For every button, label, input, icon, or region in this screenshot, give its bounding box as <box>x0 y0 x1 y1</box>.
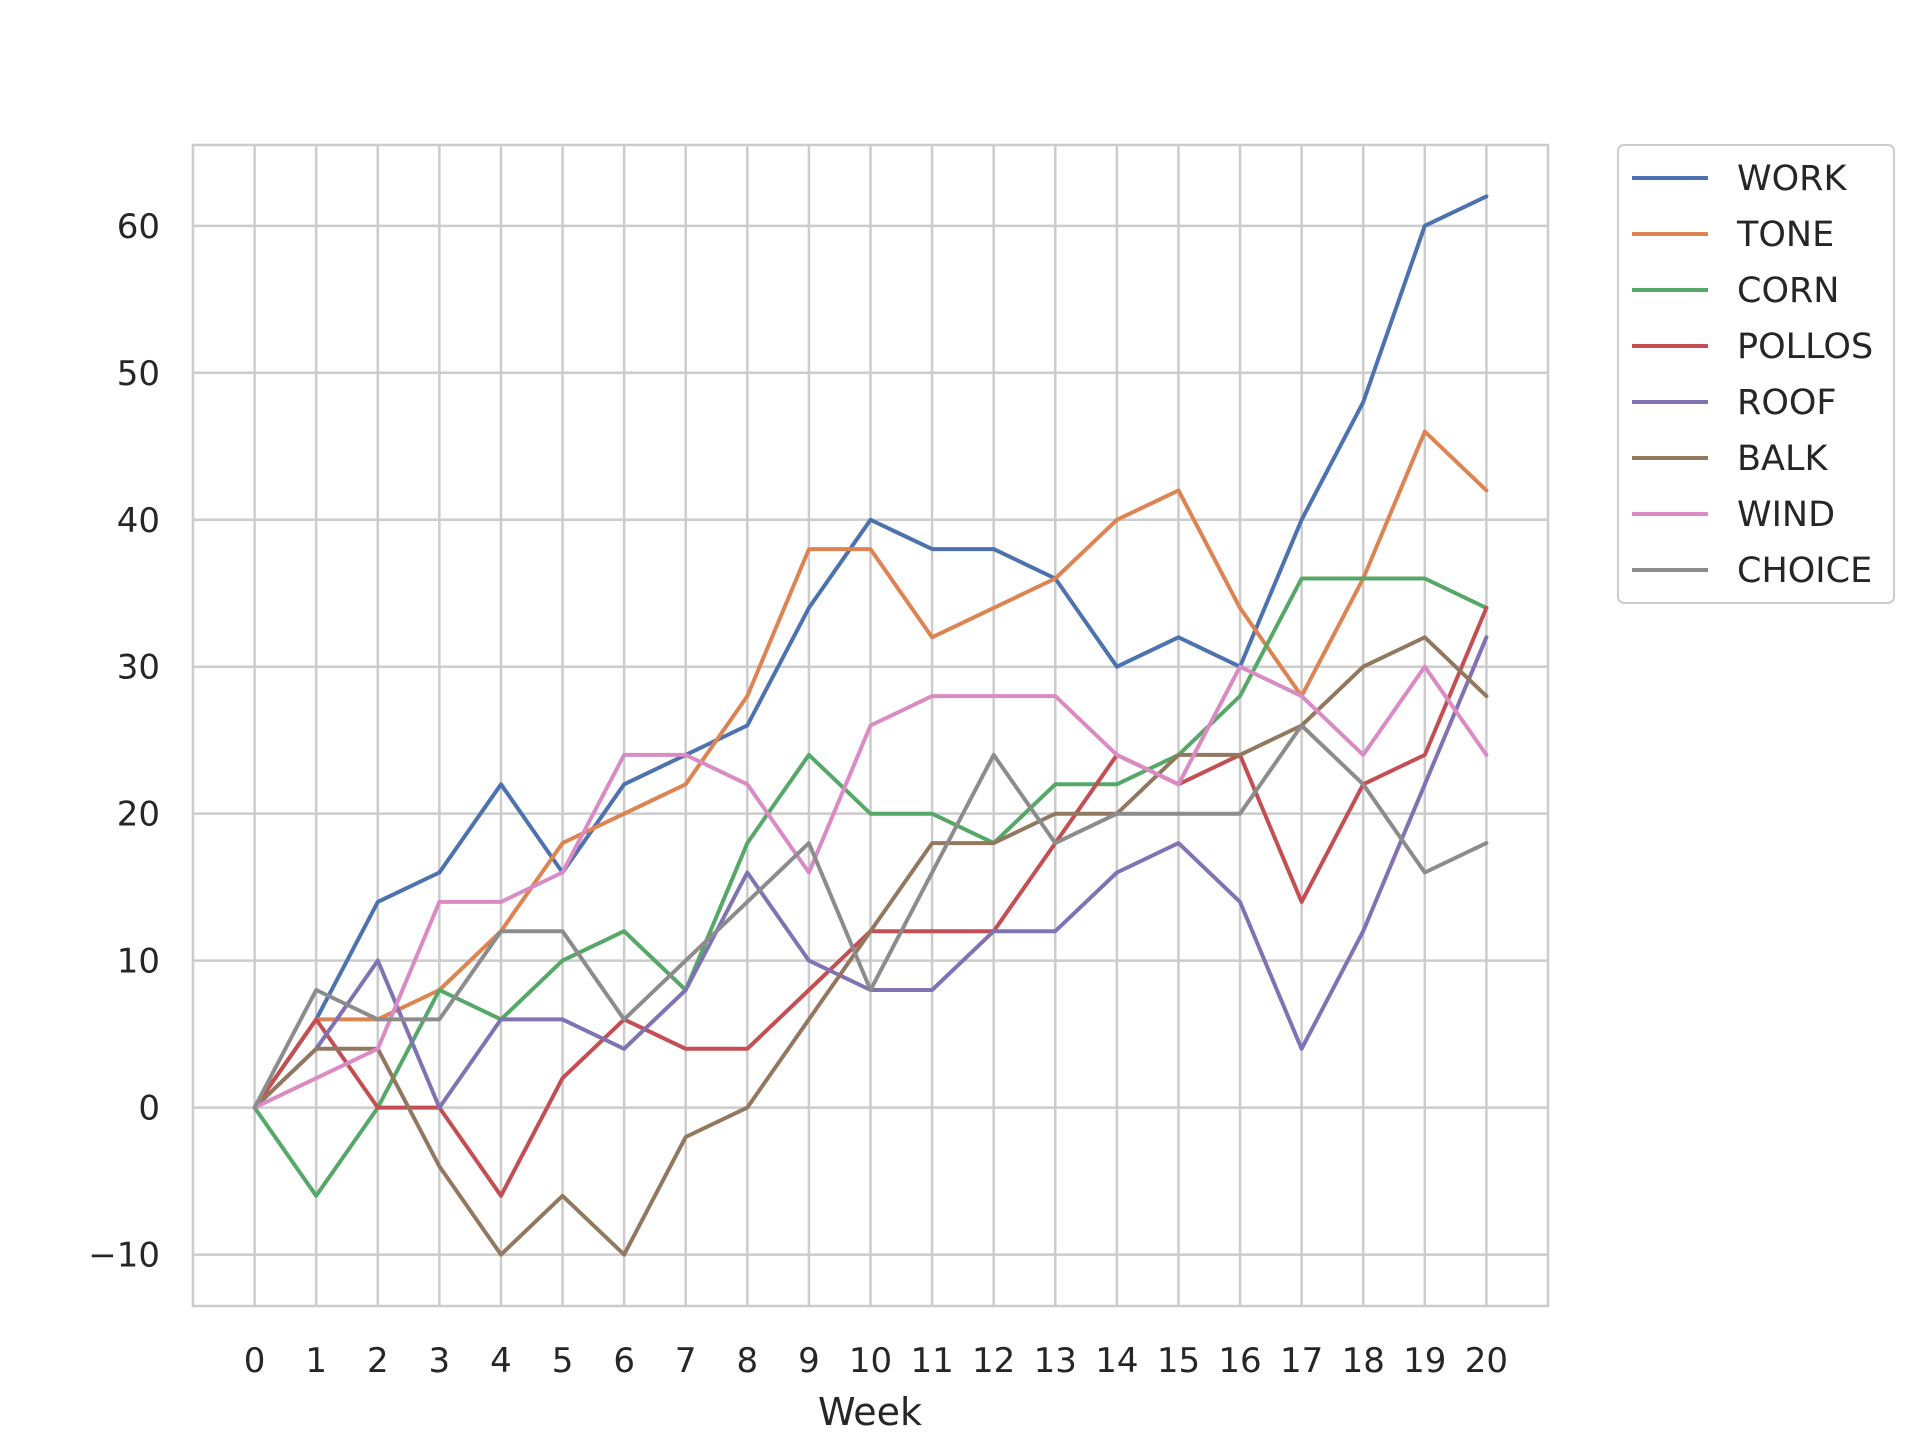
legend-label-pollos: POLLOS <box>1737 327 1873 367</box>
series-line-balk <box>252 635 1489 1257</box>
x-tick-label: 0 <box>244 1341 266 1381</box>
series-line-corn <box>252 576 1489 1198</box>
plot-frame <box>191 143 1550 1308</box>
series-line-choice <box>252 723 1489 1110</box>
x-tick-label: 3 <box>429 1341 451 1381</box>
legend: WORK TONE CORN POLLOS ROOF BALK WIND CHOICE <box>1617 144 1895 604</box>
x-tick-label: 13 <box>1034 1341 1077 1381</box>
x-tick-label: 2 <box>367 1341 389 1381</box>
y-tick-label: −10 <box>88 1236 160 1276</box>
x-tick-label: 9 <box>798 1341 820 1381</box>
y-tick-labels: −10 0 10 20 30 40 50 60 <box>88 207 160 1276</box>
x-tick-label: 5 <box>552 1341 574 1381</box>
legend-items: WORK TONE CORN POLLOS ROOF BALK WIND CHOICE <box>1632 159 1873 591</box>
x-tick-label: 19 <box>1403 1341 1446 1381</box>
x-tick-label: 11 <box>910 1341 953 1381</box>
series-line-wind <box>252 664 1489 1110</box>
legend-label-balk: BALK <box>1737 439 1828 479</box>
legend-label-work: WORK <box>1737 159 1847 199</box>
series-line-work <box>252 194 1489 1110</box>
legend-label-choice: CHOICE <box>1737 551 1872 591</box>
y-tick-label: 30 <box>117 648 160 688</box>
y-tick-label: 10 <box>117 942 160 982</box>
x-tick-label: 8 <box>736 1341 758 1381</box>
legend-label-tone: TONE <box>1736 215 1834 255</box>
x-tick-label: 12 <box>972 1341 1015 1381</box>
series-layer <box>252 194 1489 1257</box>
x-tick-label: 6 <box>613 1341 635 1381</box>
x-tick-labels: 0 1 2 3 4 5 6 7 8 9 10 11 12 13 14 15 16 17 18 19 20 <box>244 1341 1508 1381</box>
x-tick-label: 20 <box>1465 1341 1508 1381</box>
y-tick-label: 50 <box>117 354 160 394</box>
y-tick-label: 60 <box>117 207 160 247</box>
x-tick-label: 16 <box>1218 1341 1261 1381</box>
x-tick-label: 1 <box>305 1341 327 1381</box>
x-tick-label: 17 <box>1280 1341 1323 1381</box>
y-tick-label: 40 <box>117 501 160 541</box>
y-tick-label: 20 <box>117 795 160 835</box>
legend-label-roof: ROOF <box>1737 383 1837 423</box>
x-tick-label: 10 <box>849 1341 892 1381</box>
x-tick-label: 15 <box>1157 1341 1200 1381</box>
legend-box <box>1617 144 1895 604</box>
x-tick-label: 14 <box>1095 1341 1138 1381</box>
x-tick-label: 7 <box>675 1341 697 1381</box>
series-line-tone <box>252 429 1489 1110</box>
x-axis-label: Week <box>818 1390 922 1434</box>
x-tick-label: 18 <box>1342 1341 1385 1381</box>
x-tick-label: 4 <box>490 1341 512 1381</box>
y-tick-label: 0 <box>138 1089 160 1129</box>
legend-label-wind: WIND <box>1737 495 1835 535</box>
legend-label-corn: CORN <box>1737 271 1840 311</box>
